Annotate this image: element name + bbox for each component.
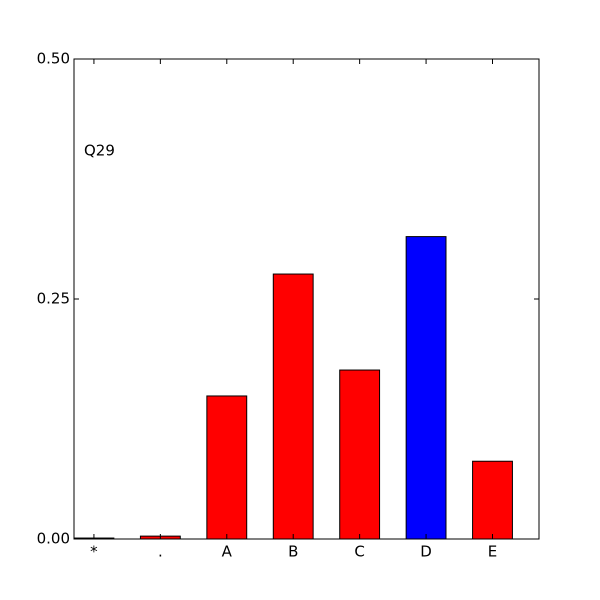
x-tick-label: A <box>222 543 233 561</box>
y-tick-label: 0.50 <box>37 50 70 68</box>
y-tick-label: 0.00 <box>37 530 70 548</box>
bar <box>272 273 314 540</box>
x-tick-label: B <box>288 543 298 561</box>
x-tick-label: D <box>420 543 432 561</box>
bar <box>206 395 248 540</box>
y-tick-label: 0.25 <box>37 290 70 308</box>
x-tick-label: * <box>90 543 98 561</box>
x-tick-label: C <box>354 543 364 561</box>
x-tick-label: . <box>158 543 163 561</box>
annotation: Q29 <box>84 142 115 160</box>
x-tick-label: E <box>488 543 497 561</box>
bar <box>472 460 513 540</box>
bar <box>339 369 381 540</box>
bar <box>405 236 447 540</box>
